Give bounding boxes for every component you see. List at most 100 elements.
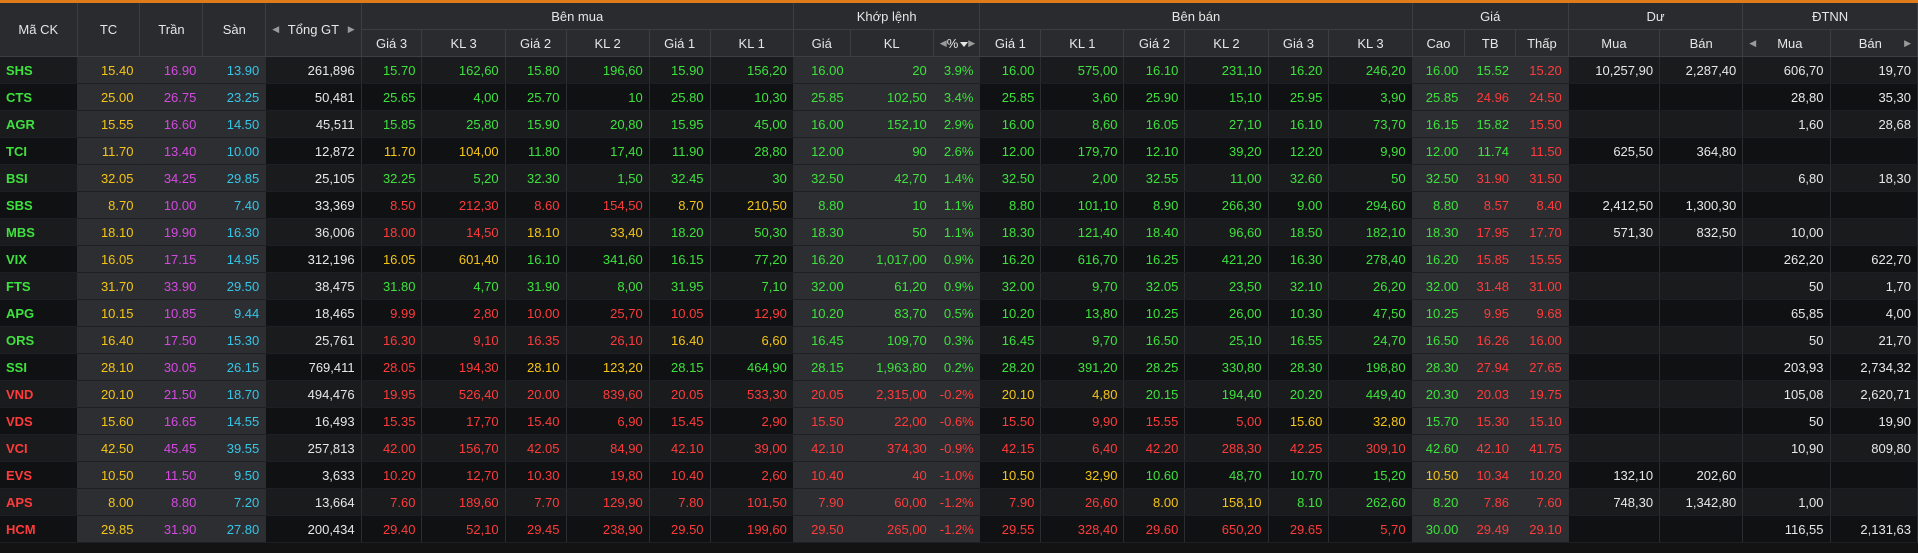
header-remain-1[interactable]: Bán (1659, 29, 1744, 57)
caret-left-icon[interactable]: ◀ (1749, 37, 1757, 48)
header-price-2[interactable]: Thấp (1515, 29, 1569, 57)
table-row[interactable]: BSI 32.05 34.25 29.85 25,105 32.25 5,20 32.30 1,… (0, 164, 1918, 192)
match-price-cell: 7.90 (793, 488, 851, 516)
header-foreign-1[interactable]: Bán ▶ (1830, 29, 1918, 57)
header-buy-1[interactable]: KL 3 (421, 29, 506, 57)
table-row[interactable]: SBS 8.70 10.00 7.40 33,369 8.50 212,30 8.60 154,… (0, 191, 1918, 219)
header-total-value[interactable]: ◀ Tổng GT ▶ (265, 3, 362, 57)
header-ref[interactable]: TC (77, 3, 141, 57)
header-price-0[interactable]: Cao (1412, 29, 1466, 57)
ask-volume-cell: 6,40 (1040, 434, 1125, 462)
table-row[interactable]: TCI 11.70 13.40 10.00 12,872 11.70 104,00 11.80… (0, 137, 1918, 165)
header-buy-3[interactable]: KL 2 (566, 29, 650, 57)
header-sell-0[interactable]: Giá 1 (979, 29, 1042, 57)
ceiling-price-cell: 30.05 (139, 353, 204, 381)
symbol-cell[interactable]: SSI (0, 353, 78, 381)
header-sell-label: KL 3 (1357, 35, 1384, 51)
caret-right-icon[interactable]: ▶ (347, 24, 355, 34)
symbol-cell[interactable]: TCI (0, 137, 78, 165)
table-row[interactable]: APG 10.15 10.85 9.44 18,465 9.99 2,80 10.00 25,7… (0, 299, 1918, 327)
bid-volume-cell: 533,30 (710, 380, 794, 408)
symbol-cell[interactable]: EVS (0, 461, 78, 489)
table-row[interactable]: VDS 15.60 16.65 14.55 16,493 15.35 17,70 15.40 6… (0, 407, 1918, 435)
header-floor[interactable]: Sàn (202, 3, 267, 57)
ask-price-cell: 32.60 (1268, 164, 1330, 192)
symbol-cell[interactable]: CTS (0, 83, 78, 111)
header-buy-0[interactable]: Giá 3 (361, 29, 423, 57)
bid-price-cell: 18.20 (649, 218, 711, 246)
table-row[interactable]: MBS 18.10 19.90 16.30 36,006 18.00 14,50 18.10 3… (0, 218, 1918, 246)
symbol-cell[interactable]: AGR (0, 110, 78, 138)
header-match-1[interactable]: KL (850, 29, 934, 57)
symbol-cell[interactable]: FTS (0, 272, 78, 300)
table-row[interactable]: CTS 25.00 26.75 23.25 50,481 25.65 4,00 25.70 10… (0, 83, 1918, 111)
table-row[interactable]: AGR 15.55 16.60 14.50 45,511 15.85 25,80 15.90 2… (0, 110, 1918, 138)
table-row[interactable]: EVS 10.50 11.50 9.50 3,633 10.20 12,70 10.30 19,… (0, 461, 1918, 489)
header-match-0[interactable]: Giá (793, 29, 851, 57)
table-row[interactable]: VCI 42.50 45.45 39.55 257,813 42.00 156,70 42.0… (0, 434, 1918, 462)
avg-price-cell: 31.48 (1464, 272, 1517, 300)
match-volume-cell: 374,30 (850, 434, 934, 462)
table-row[interactable]: SSI 28.10 30.05 26.15 769,411 28.05 194,30 28.1… (0, 353, 1918, 381)
match-volume-cell: 22,00 (850, 407, 934, 435)
remain-buy-cell: 748,30 (1568, 488, 1661, 516)
ask-volume-cell: 421,20 (1184, 245, 1269, 273)
ceiling-price-cell: 21.50 (139, 380, 204, 408)
ask-volume-cell: 11,00 (1184, 164, 1269, 192)
symbol-cell[interactable]: SHS (0, 56, 78, 84)
symbol-cell[interactable]: APG (0, 299, 78, 327)
table-row[interactable]: SHS 15.40 16.90 13.90 261,896 15.70 162,60 15.8… (0, 56, 1918, 84)
ask-volume-cell: 182,10 (1328, 218, 1413, 246)
header-sell-5[interactable]: KL 3 (1328, 29, 1413, 57)
header-buy-2[interactable]: Giá 2 (505, 29, 567, 57)
symbol-cell[interactable]: VCI (0, 434, 78, 462)
bid-price-cell: 15.90 (505, 110, 567, 138)
bid-price-cell: 31.80 (361, 272, 423, 300)
symbol-cell[interactable]: SBS (0, 191, 78, 219)
avg-price-cell: 16.26 (1464, 326, 1517, 354)
table-row[interactable]: APS 8.00 8.80 7.20 13,664 7.60 189,60 7.70 129,9… (0, 488, 1918, 516)
header-sell-4[interactable]: Giá 3 (1268, 29, 1330, 57)
header-match-2[interactable]: ◀% ▶ (933, 29, 981, 57)
table-row[interactable]: VND 20.10 21.50 18.70 494,476 19.95 526,40 20.0… (0, 380, 1918, 408)
table-row[interactable]: HCM 29.85 31.90 27.80 200,434 29.40 52,10 29.45… (0, 515, 1918, 543)
total-value-cell: 12,872 (265, 137, 362, 165)
ask-price-cell: 8.00 (1123, 488, 1186, 516)
caret-left-icon[interactable]: ◀ (939, 37, 947, 48)
match-volume-cell: 1,963,80 (850, 353, 934, 381)
symbol-cell[interactable]: VDS (0, 407, 78, 435)
header-sell-1[interactable]: KL 1 (1040, 29, 1125, 57)
high-price-cell: 20.30 (1412, 380, 1466, 408)
header-price-1[interactable]: TB (1464, 29, 1517, 57)
header-symbol[interactable]: Mã CK (0, 3, 78, 57)
header-buy-5[interactable]: KL 1 (710, 29, 794, 57)
bid-price-cell: 20.05 (649, 380, 711, 408)
total-value-cell: 261,896 (265, 56, 362, 84)
symbol-cell[interactable]: ORS (0, 326, 78, 354)
bid-price-cell: 25.70 (505, 83, 567, 111)
table-row[interactable]: VIX 16.05 17.15 14.95 312,196 16.05 601,40 16.1… (0, 245, 1918, 273)
match-price-cell: 42.10 (793, 434, 851, 462)
ask-price-cell: 16.30 (1268, 245, 1330, 273)
caret-right-icon[interactable]: ▶ (968, 37, 976, 48)
header-remain-0[interactable]: Mua (1568, 29, 1661, 57)
low-price-cell: 27.65 (1515, 353, 1569, 381)
header-foreign-0[interactable]: ◀ Mua (1742, 29, 1831, 57)
sort-desc-icon[interactable] (960, 41, 969, 47)
symbol-cell[interactable]: VIX (0, 245, 78, 273)
caret-left-icon[interactable]: ◀ (272, 24, 280, 34)
table-row[interactable]: ORS 16.40 17.50 15.30 25,761 16.30 9,10 16.35 26… (0, 326, 1918, 354)
symbol-cell[interactable]: APS (0, 488, 78, 516)
header-buy-4[interactable]: Giá 1 (649, 29, 711, 57)
symbol-cell[interactable]: HCM (0, 515, 78, 543)
symbol-cell[interactable]: BSI (0, 164, 78, 192)
bid-volume-cell: 6,60 (710, 326, 794, 354)
table-row[interactable]: FTS 31.70 33.90 29.50 38,475 31.80 4,70 31.90 8,… (0, 272, 1918, 300)
symbol-cell[interactable]: VND (0, 380, 78, 408)
header-sell-2[interactable]: Giá 2 (1123, 29, 1186, 57)
symbol-cell[interactable]: MBS (0, 218, 78, 246)
header-ceiling[interactable]: Trần (139, 3, 204, 57)
ask-price-cell: 10.20 (979, 299, 1042, 327)
header-sell-3[interactable]: KL 2 (1184, 29, 1269, 57)
caret-right-icon[interactable]: ▶ (1904, 37, 1911, 48)
